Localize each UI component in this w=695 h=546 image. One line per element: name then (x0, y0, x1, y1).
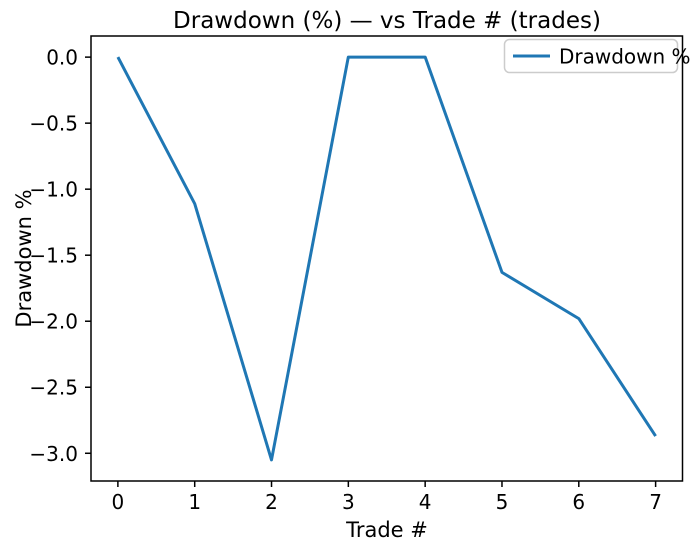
x-tick-label: 5 (496, 490, 509, 514)
y-tick-label: −2.0 (29, 310, 78, 334)
y-axis-label: Drawdown % (12, 189, 36, 327)
x-axis-label: Trade # (345, 518, 428, 542)
x-tick-label: 3 (342, 490, 355, 514)
y-tick-label: −0.5 (29, 112, 78, 136)
y-tick-label: −2.5 (29, 376, 78, 400)
y-tick-label: −1.5 (29, 244, 78, 268)
x-tick-label: 1 (188, 490, 201, 514)
y-tick-label: 0.0 (46, 46, 78, 70)
legend: Drawdown % (503, 38, 691, 74)
legend-entry-label: Drawdown % (559, 45, 691, 69)
x-tick-label: 0 (112, 490, 125, 514)
axes-layer: 0 1 2 3 4 5 6 7 0.0 −0.5 −1.0 −1.5 −2.0 −2.5 −3.0 (29, 46, 662, 514)
drawdown-line-series (116, 55, 657, 462)
y-tick-label: −1.0 (29, 178, 78, 202)
plot-border (90, 35, 684, 482)
x-tick-label: 2 (265, 490, 278, 514)
legend-box (503, 38, 679, 74)
x-tick-label: 7 (649, 490, 662, 514)
chart-title: Drawdown (%) — vs Trade # (trades) (173, 8, 601, 34)
x-tick-label: 6 (572, 490, 585, 514)
y-tick-label: −3.0 (29, 442, 78, 466)
x-tick-label: 4 (419, 490, 432, 514)
